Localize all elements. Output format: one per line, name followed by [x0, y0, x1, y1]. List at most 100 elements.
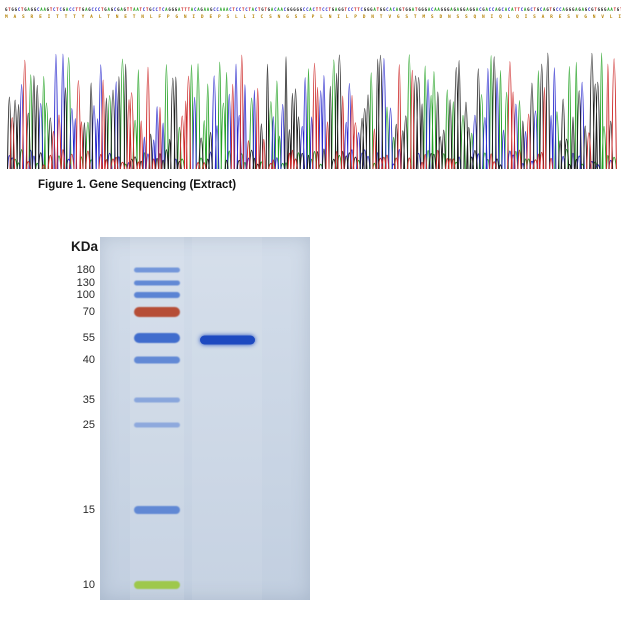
nt-letter: G — [338, 7, 342, 12]
nt-letter: T — [376, 7, 380, 12]
nt-letter: C — [520, 7, 524, 12]
nt-letter: T — [594, 7, 598, 12]
nt-letter: A — [219, 7, 223, 12]
marker-label-35: 35 — [82, 393, 95, 406]
nt-letter: G — [408, 7, 412, 12]
marker-label-40: 40 — [82, 354, 95, 367]
nt-letter: G — [104, 7, 108, 12]
nt-letter: C — [155, 7, 159, 12]
nt-letter: A — [40, 7, 44, 12]
nt-letter: G — [398, 7, 403, 12]
nt-letter: A — [523, 7, 528, 12]
nt-letter: G — [174, 7, 178, 12]
nt-letter: A — [65, 7, 70, 12]
nt-letter: G — [498, 7, 502, 12]
ladder-band-10 — [134, 581, 180, 590]
nt-letter: C — [229, 7, 233, 12]
nt-letter: C — [325, 7, 329, 12]
nt-letter: G — [463, 7, 467, 12]
chromatogram-figure: GTGGCTGAGGCAAGTCTCGACCTTGAGCCCTGAGCGAGTT… — [5, 6, 621, 174]
nt-letter: T — [232, 7, 236, 12]
sample-lane — [192, 237, 262, 600]
nt-letter: G — [440, 7, 444, 12]
nt-letter: C — [350, 7, 355, 12]
nt-letter: T — [78, 7, 82, 12]
trace-G — [7, 52, 614, 170]
nt-letter: A — [203, 7, 207, 12]
nt-letter: C — [91, 7, 95, 12]
nt-letter: T — [344, 7, 348, 12]
marker-label-180: 180 — [76, 264, 95, 277]
nt-letter: G — [600, 7, 604, 12]
nt-letter: A — [270, 7, 275, 12]
nt-letter: T — [181, 7, 185, 12]
nt-letter: C — [283, 7, 287, 12]
ladder-band-40 — [134, 356, 180, 364]
nt-letter: T — [242, 7, 246, 12]
nt-letter: G — [405, 7, 409, 12]
nt-letter: A — [226, 7, 230, 12]
nt-letter: C — [360, 7, 364, 12]
nt-letter: C — [161, 7, 166, 12]
nt-letter: G — [261, 7, 265, 12]
nt-letter: T — [549, 7, 553, 12]
nt-letter: C — [152, 7, 156, 12]
nt-letter: T — [354, 7, 358, 12]
nt-letter: A — [251, 7, 255, 12]
nt-letter: G — [88, 7, 92, 12]
nt-letter: A — [190, 7, 194, 12]
nt-letter: G — [469, 7, 473, 12]
nt-letter: G — [123, 7, 127, 12]
nt-letter: C — [530, 7, 534, 12]
nt-letter: G — [382, 7, 387, 12]
nt-letter: A — [177, 7, 182, 12]
nt-letter: A — [85, 7, 89, 12]
nt-letter: C — [59, 7, 63, 12]
nt-letter: G — [443, 7, 448, 12]
marker-label-25: 25 — [82, 419, 95, 432]
nt-letter: G — [424, 7, 428, 12]
nt-letter: C — [274, 7, 278, 12]
ladder-band-100 — [134, 292, 180, 299]
chromatogram-trace — [7, 52, 617, 170]
nt-letter: T — [402, 7, 406, 12]
nt-letter: A — [197, 7, 201, 12]
nt-letter: C — [306, 7, 310, 12]
nt-letter: G — [341, 7, 345, 12]
nt-letter: T — [415, 7, 419, 12]
nt-letter: G — [527, 7, 531, 12]
nt-letter: C — [302, 7, 307, 12]
marker-label-10: 10 — [82, 579, 95, 592]
nt-letter: G — [46, 7, 50, 12]
ladder-band-15 — [134, 505, 180, 514]
nt-letter: C — [488, 7, 492, 12]
nt-letter: C — [235, 7, 239, 12]
nt-letter: T — [129, 7, 134, 12]
nt-letter: C — [539, 7, 544, 12]
nt-letter: A — [466, 7, 470, 12]
nt-letter: T — [8, 7, 12, 12]
kda-unit-label: KDa — [70, 239, 98, 254]
nt-letter: A — [120, 7, 124, 12]
nt-letter: A — [607, 7, 611, 12]
nt-letter: T — [139, 7, 143, 12]
nt-letter: G — [482, 7, 486, 12]
nt-letter: T — [158, 7, 162, 12]
nt-letter: A — [437, 7, 441, 12]
nt-letter: A — [107, 7, 111, 12]
nt-letter: G — [584, 7, 588, 12]
nt-letter: A — [427, 7, 432, 12]
nt-letter: T — [75, 7, 79, 12]
nt-letter: A — [411, 7, 415, 12]
nt-letter: G — [578, 7, 582, 12]
nt-letter: G — [81, 7, 86, 12]
gel-marker-labels: 180 130 100 70 55 40 35 25 15 10 — [55, 237, 95, 600]
nt-letter: G — [168, 7, 172, 12]
nt-letter: A — [309, 7, 313, 12]
nt-letter: G — [565, 7, 569, 12]
ladder-band-180 — [134, 267, 180, 273]
nt-letter: A — [165, 7, 169, 12]
nt-letter: T — [315, 7, 319, 12]
nt-letter: T — [613, 7, 617, 12]
